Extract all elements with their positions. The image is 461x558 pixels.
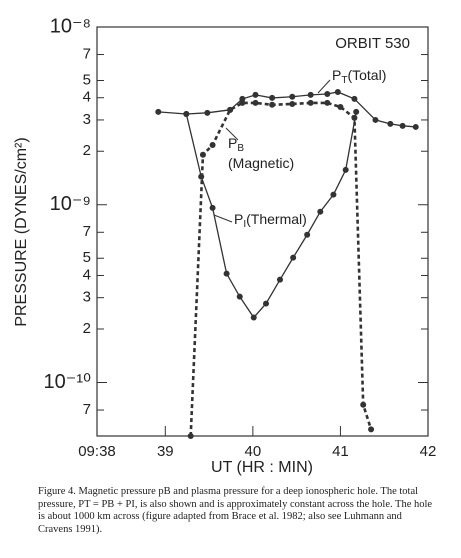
annotation-part: P xyxy=(228,135,237,151)
x-tick-label: 40 xyxy=(245,443,262,460)
annotation-part: P xyxy=(234,211,243,227)
data-point xyxy=(307,91,314,98)
data-point xyxy=(368,426,375,433)
data-point xyxy=(187,433,194,439)
data-point xyxy=(199,151,206,158)
series-line xyxy=(158,91,416,128)
data-point xyxy=(307,99,314,106)
data-point xyxy=(317,208,324,215)
annotation-part: (Total) xyxy=(347,67,386,83)
y-tick-label: 7 xyxy=(83,223,91,240)
x-tick-label: 41 xyxy=(332,443,349,460)
data-point xyxy=(204,109,211,116)
data-point xyxy=(155,108,162,115)
data-point xyxy=(353,108,360,115)
annotation-part: T xyxy=(341,75,347,86)
data-point xyxy=(290,254,297,261)
y-tick-label: 7 xyxy=(83,401,91,418)
y-tick-label: 3 xyxy=(83,111,91,128)
series-annotation: PI(Thermal) xyxy=(234,211,307,230)
x-tick-label: 42 xyxy=(420,443,437,460)
data-point xyxy=(269,94,276,101)
y-tick-label: 5 xyxy=(83,249,91,266)
series-annotation: PT(Total) xyxy=(332,67,386,86)
y-tick-label: 2 xyxy=(83,142,91,159)
data-point xyxy=(250,314,257,321)
data-point xyxy=(399,122,406,129)
series-line xyxy=(185,111,357,319)
data-point xyxy=(324,90,331,97)
y-tick-label: 4 xyxy=(83,266,91,283)
y-tick-label: 10⁻⁸ xyxy=(50,15,91,37)
x-tick-label: 39 xyxy=(157,443,174,460)
data-point xyxy=(337,103,344,110)
data-point xyxy=(183,110,190,117)
pointer xyxy=(317,79,331,94)
chart: ORBIT 530 UT (HR : MIN) PRESSURE (DYNES/… xyxy=(13,15,437,476)
data-point xyxy=(263,300,270,307)
data-point xyxy=(236,293,243,300)
x-axis-label: UT (HR : MIN) xyxy=(211,459,313,476)
annotation-part: (Magnetic) xyxy=(228,155,294,171)
data-point xyxy=(223,270,230,277)
data-point xyxy=(334,88,341,95)
data-point xyxy=(252,91,259,98)
orbit-label: ORBIT 530 xyxy=(335,35,410,52)
y-tick-label: 10⁻¹⁰ xyxy=(44,371,91,393)
data-point xyxy=(324,99,331,106)
data-point xyxy=(289,93,296,100)
annotation-part: I xyxy=(243,219,246,230)
y-tick-label: 4 xyxy=(83,89,91,106)
y-tick-label: 7 xyxy=(83,46,91,63)
data-point xyxy=(342,166,349,173)
data-point xyxy=(198,173,205,180)
data-point xyxy=(209,141,216,148)
data-point xyxy=(277,276,284,283)
annotation-part: P xyxy=(332,67,341,83)
data-point xyxy=(269,101,276,108)
data-point xyxy=(289,100,296,107)
x-tick-label: 09:38 xyxy=(78,443,116,460)
data-point xyxy=(304,231,311,238)
annotation-part: B xyxy=(237,143,244,154)
data-point xyxy=(330,191,337,198)
data-point xyxy=(351,95,358,102)
data-point xyxy=(387,120,394,127)
series-line xyxy=(189,101,373,437)
series-annotation: PB (Magnetic) xyxy=(228,135,294,171)
data-point xyxy=(412,123,419,130)
y-tick-label: 2 xyxy=(83,320,91,337)
data-point xyxy=(227,106,234,113)
data-point xyxy=(360,401,367,408)
y-tick-label: 5 xyxy=(83,71,91,88)
caption: Figure 4. Magnetic pressure pB and plasm… xyxy=(38,486,433,535)
data-point xyxy=(239,99,246,106)
data-point xyxy=(209,204,216,211)
y-tick-label: 3 xyxy=(83,289,91,306)
data-point xyxy=(252,99,259,106)
y-tick-label: 10⁻⁹ xyxy=(50,193,91,215)
y-axis-label: PRESSURE (DYNES/cm²) xyxy=(13,137,30,326)
annotation-part: (Thermal) xyxy=(246,211,307,227)
pointer xyxy=(225,127,239,141)
data-point xyxy=(372,116,379,123)
plot-frame xyxy=(96,26,429,437)
pointer xyxy=(213,214,233,223)
